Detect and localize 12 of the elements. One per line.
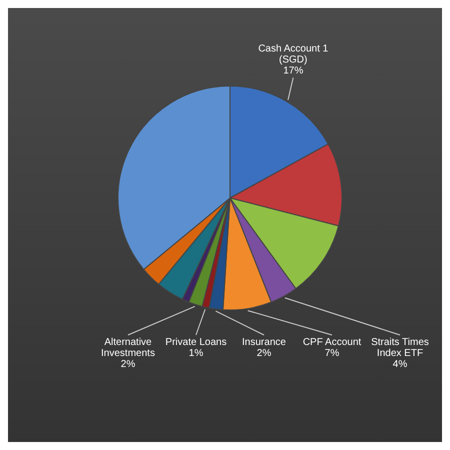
data-label: 4%	[392, 359, 408, 370]
slice-label: Straits Times Index ETF	[371, 337, 429, 359]
data-label: 1%	[188, 348, 204, 359]
slice-label: Alternative Investments	[101, 337, 155, 359]
data-label: 2%	[120, 359, 136, 370]
slice-label: CPF Account	[302, 337, 362, 348]
data-label: 7%	[324, 348, 340, 359]
data-label: 2%	[256, 348, 272, 359]
slice-label: Private Loans	[165, 337, 227, 348]
slice-label: Cash Account 1 (SGD)	[258, 44, 329, 66]
slice-label: Insurance	[242, 337, 286, 348]
data-label: 17%	[283, 66, 304, 77]
